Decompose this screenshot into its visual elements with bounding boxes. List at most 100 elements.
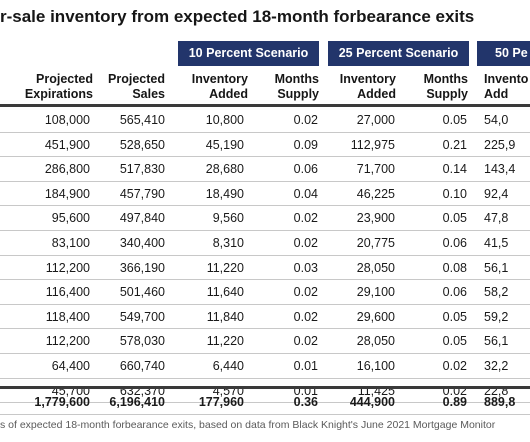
cell-sales: 517,830 [119,162,165,177]
cell-inv50: 225,9 [484,137,516,152]
header-projected-expirations: Projected Expirations [24,72,93,101]
cell-sales: 497,840 [119,211,165,226]
cell-inv10: 9,560 [212,211,244,226]
cell-exp: 95,600 [51,211,90,226]
header-inventory-added-10: Inventory Added [191,72,248,101]
cell-inv25: 28,050 [356,334,395,349]
header-projected-sales: Projected Sales [108,72,165,101]
cell-inv50: 56,1 [484,334,509,349]
cell-ms25: 0.89 [442,395,467,409]
cell-inv10: 177,960 [198,395,244,409]
row-divider [0,353,530,354]
row-divider [0,132,530,133]
cell-inv10: 11,220 [206,334,244,349]
bottom-rule [0,414,530,415]
cell-ms25: 0.06 [442,236,467,250]
cell-inv25: 29,100 [356,285,395,300]
row-divider [0,230,530,231]
cell-sales: 6,196,410 [109,395,165,409]
cell-exp: 112,200 [45,260,90,275]
row-divider [0,378,530,379]
scenario-header-50-percent: 50 Pe [477,41,530,66]
cell-ms25: 0.08 [442,260,467,275]
cell-ms10: 0.02 [293,285,318,300]
cell-inv25: 112,975 [350,137,395,152]
cell-exp: 112,200 [45,334,90,349]
row-divider [0,304,530,305]
cell-sales: 366,190 [119,260,165,275]
row-divider [0,205,530,206]
cell-sales: 660,740 [119,359,165,373]
cell-inv10: 6,440 [212,359,244,373]
cell-inv25: 16,100 [356,359,395,373]
cell-ms25: 0.06 [442,285,467,300]
cell-exp: 451,900 [44,137,90,152]
cell-ms10: 0.02 [293,236,318,250]
cell-inv50: 59,2 [484,309,509,324]
cell-inv10: 45,190 [205,137,244,152]
cell-inv50: 58,2 [484,285,509,300]
cell-exp: 116,400 [45,285,90,300]
cell-inv10: 8,310 [212,236,244,250]
scenario-header-25-percent: 25 Percent Scenario [328,41,469,66]
cell-ms10: 0.02 [293,309,318,324]
cell-ms25: 0.21 [442,137,467,152]
scenario-header-10-percent: 10 Percent Scenario [178,41,319,66]
cell-inv25: 23,900 [356,211,395,226]
cell-ms10: 0.02 [293,211,318,226]
source-footnote: s of expected 18-month forbearance exits… [0,419,496,431]
cell-sales: 528,650 [119,137,165,152]
cell-ms25: 0.10 [442,186,467,201]
cell-inv25: 71,700 [356,162,395,177]
row-divider [0,181,530,182]
cell-sales: 565,410 [119,113,165,127]
cell-sales: 340,400 [119,236,165,250]
cell-inv25: 20,775 [356,236,395,250]
header-months-supply-10: Months Supply [274,72,319,101]
cell-inv50: 41,5 [484,236,509,250]
header-rule [0,104,530,107]
cell-inv10: 11,840 [206,309,244,324]
cell-ms10: 0.36 [293,395,318,409]
cell-ms10: 0.03 [293,260,318,275]
total-rule [0,386,530,389]
cell-inv10: 28,680 [205,162,244,177]
cell-exp: 286,800 [44,162,90,177]
cell-sales: 549,700 [119,309,165,324]
cell-sales: 578,030 [119,334,165,349]
cell-exp: 108,000 [44,113,90,127]
cell-exp: 1,779,600 [34,395,90,409]
cell-ms25: 0.05 [442,211,467,226]
cell-inv10: 10,800 [205,113,244,127]
cell-inv50: 889,8 [484,395,516,409]
header-inventory-added-25: Inventory Added [339,72,396,101]
cell-inv25: 46,225 [356,186,395,201]
cell-ms25: 0.02 [442,359,467,373]
table-title: r-sale inventory from expected 18-month … [0,7,475,26]
cell-inv10: 18,490 [205,186,244,201]
row-divider [0,402,530,403]
cell-inv50: 47,8 [484,211,509,226]
cell-exp: 118,400 [45,309,90,324]
row-divider [0,255,530,256]
row-divider [0,279,530,280]
cell-inv25: 27,000 [356,113,395,127]
cell-ms10: 0.06 [293,162,318,177]
cell-ms10: 0.09 [293,137,318,152]
row-divider [0,328,530,329]
cell-exp: 83,100 [51,236,90,250]
cell-ms10: 0.02 [293,113,318,127]
cell-inv25: 28,050 [356,260,395,275]
cell-ms10: 0.04 [293,186,318,201]
cell-inv50: 56,1 [484,260,509,275]
header-months-supply-25: Months Supply [423,72,468,101]
header-inventory-added-50: Invento Add [484,72,529,101]
cell-inv25: 29,600 [356,309,395,324]
cell-inv50: 54,0 [484,113,509,127]
cell-ms25: 0.05 [442,309,467,324]
cell-ms25: 0.05 [442,334,467,349]
cell-inv50: 32,2 [484,359,509,373]
cell-exp: 64,400 [51,359,90,373]
row-divider [0,156,530,157]
cell-ms25: 0.14 [442,162,467,177]
